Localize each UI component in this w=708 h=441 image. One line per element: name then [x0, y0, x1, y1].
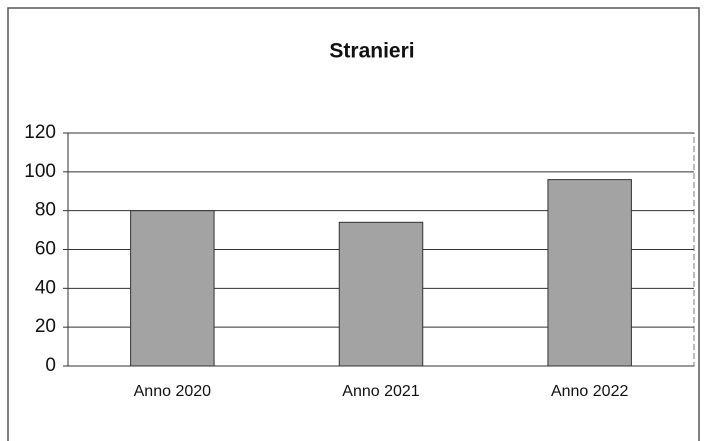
y-tick-label: 0 — [45, 355, 56, 376]
y-tick-label: 80 — [35, 200, 56, 221]
y-tick-label: 20 — [35, 316, 56, 337]
bar — [338, 221, 424, 367]
y-tick-label: 120 — [24, 122, 56, 143]
y-tick-label: 60 — [35, 239, 56, 260]
y-tick-label: 100 — [24, 161, 56, 182]
x-tick-label: Anno 2022 — [551, 383, 629, 400]
x-tick-label: Anno 2020 — [134, 383, 212, 400]
bar — [547, 179, 632, 367]
y-tick-label: 40 — [35, 277, 56, 298]
chart-title: Stranieri — [329, 40, 414, 63]
x-tick-label: Anno 2021 — [342, 383, 420, 400]
bar — [130, 210, 215, 367]
